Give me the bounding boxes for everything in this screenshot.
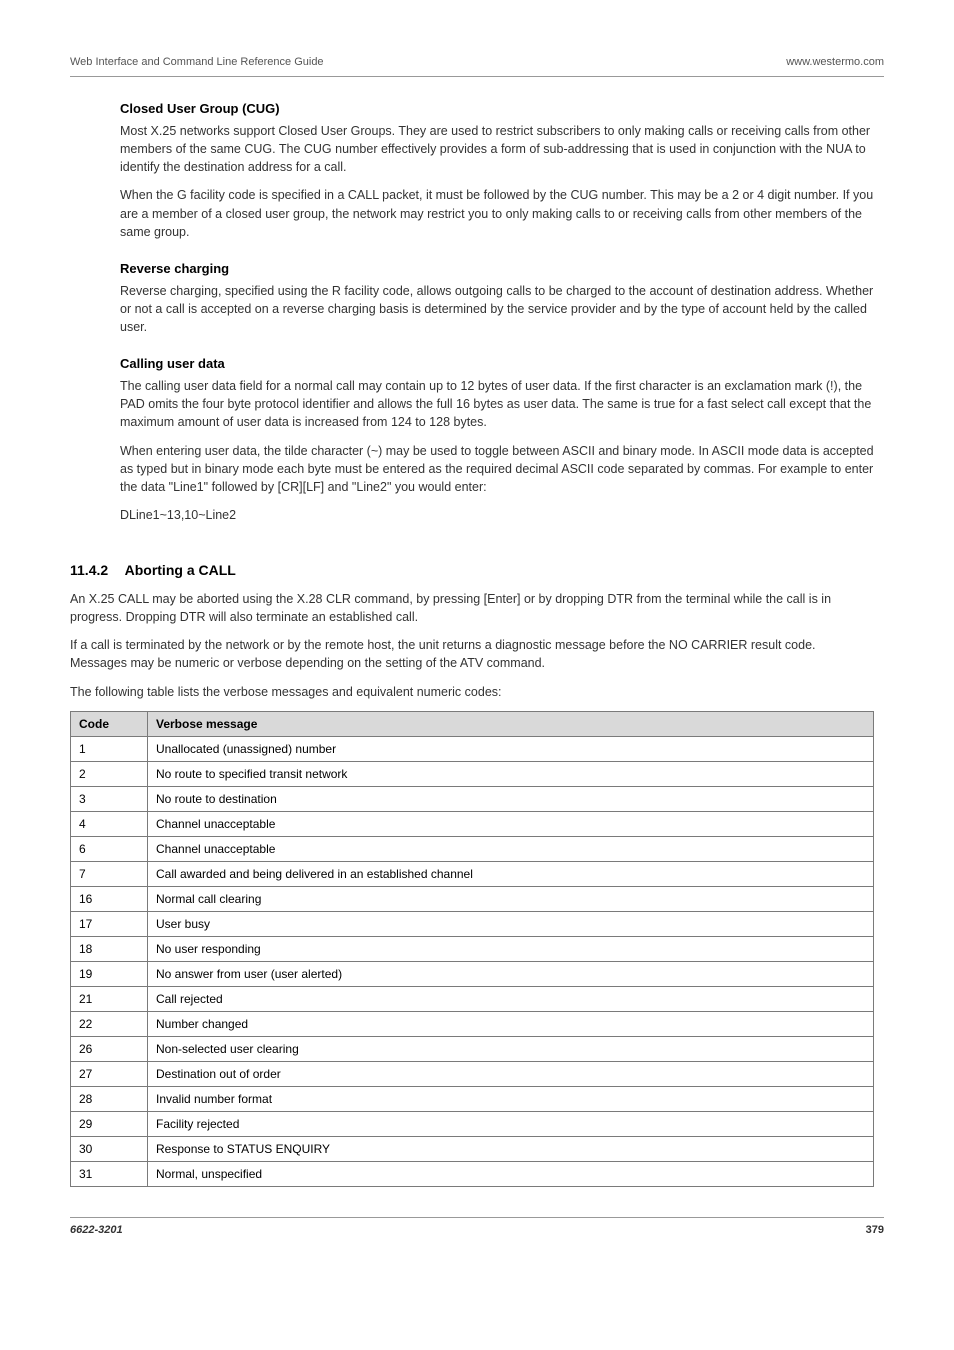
reverse-heading: Reverse charging [120,261,874,276]
code-cell: 16 [71,886,148,911]
table-row: 2No route to specified transit network [71,761,874,786]
aborting-p1: An X.25 CALL may be aborted using the X.… [70,590,874,626]
calling-p3: DLine1~13,10~Line2 [120,506,874,524]
message-cell: Channel unacceptable [148,811,874,836]
message-cell: Number changed [148,1011,874,1036]
code-cell: 3 [71,786,148,811]
message-cell: No route to destination [148,786,874,811]
section-title: Aborting a CALL [125,562,236,578]
message-cell: No route to specified transit network [148,761,874,786]
footer-right: 379 [866,1224,884,1236]
header-right: www.westermo.com [786,56,884,68]
cug-p1: Most X.25 networks support Closed User G… [120,122,874,176]
code-cell: 7 [71,861,148,886]
message-cell: User busy [148,911,874,936]
code-cell: 29 [71,1111,148,1136]
table-row: 7Call awarded and being delivered in an … [71,861,874,886]
col-code: Code [71,711,148,736]
code-cell: 17 [71,911,148,936]
footer-rule [70,1217,884,1218]
table-row: 4Channel unacceptable [71,811,874,836]
code-cell: 26 [71,1036,148,1061]
table-row: 26Non-selected user clearing [71,1036,874,1061]
table-row: 28Invalid number format [71,1086,874,1111]
table-row: 21Call rejected [71,986,874,1011]
section-heading: 11.4.2 Aborting a CALL [70,534,874,590]
code-cell: 31 [71,1161,148,1186]
header-rule [70,76,884,77]
code-cell: 2 [71,761,148,786]
calling-p1: The calling user data field for a normal… [120,377,874,431]
cug-p2: When the G facility code is specified in… [120,186,874,240]
codes-table: Code Verbose message 1Unallocated (unass… [70,711,874,1187]
code-cell: 19 [71,961,148,986]
message-cell: Destination out of order [148,1061,874,1086]
footer-left: 6622-3201 [70,1224,123,1236]
message-cell: Channel unacceptable [148,836,874,861]
code-cell: 21 [71,986,148,1011]
cug-heading: Closed User Group (CUG) [120,101,874,116]
table-row: 3No route to destination [71,786,874,811]
calling-heading: Calling user data [120,356,874,371]
message-cell: Response to STATUS ENQUIRY [148,1136,874,1161]
code-cell: 22 [71,1011,148,1036]
reverse-p1: Reverse charging, specified using the R … [120,282,874,336]
calling-p2: When entering user data, the tilde chara… [120,442,874,496]
code-cell: 6 [71,836,148,861]
table-row: 31Normal, unspecified [71,1161,874,1186]
message-cell: Non-selected user clearing [148,1036,874,1061]
message-cell: Call awarded and being delivered in an e… [148,861,874,886]
aborting-p3: The following table lists the verbose me… [70,683,874,701]
table-row: 27Destination out of order [71,1061,874,1086]
message-cell: No answer from user (user alerted) [148,961,874,986]
message-cell: Normal call clearing [148,886,874,911]
table-row: 30Response to STATUS ENQUIRY [71,1136,874,1161]
code-cell: 27 [71,1061,148,1086]
message-cell: Normal, unspecified [148,1161,874,1186]
page-footer: 6622-3201 379 [70,1224,884,1236]
table-row: 18No user responding [71,936,874,961]
table-row: 6Channel unacceptable [71,836,874,861]
table-row: 1Unallocated (unassigned) number [71,736,874,761]
code-cell: 18 [71,936,148,961]
code-cell: 28 [71,1086,148,1111]
col-message: Verbose message [148,711,874,736]
message-cell: Call rejected [148,986,874,1011]
aborting-p2: If a call is terminated by the network o… [70,636,874,672]
message-cell: Facility rejected [148,1111,874,1136]
code-cell: 1 [71,736,148,761]
header-left: Web Interface and Command Line Reference… [70,56,324,68]
message-cell: No user responding [148,936,874,961]
code-cell: 4 [71,811,148,836]
code-cell: 30 [71,1136,148,1161]
section-number: 11.4.2 [70,562,108,578]
table-row: 29Facility rejected [71,1111,874,1136]
table-row: 22Number changed [71,1011,874,1036]
page-header: Web Interface and Command Line Reference… [70,56,884,76]
table-row: 17User busy [71,911,874,936]
table-row: 19No answer from user (user alerted) [71,961,874,986]
table-row: 16Normal call clearing [71,886,874,911]
message-cell: Invalid number format [148,1086,874,1111]
message-cell: Unallocated (unassigned) number [148,736,874,761]
table-header-row: Code Verbose message [71,711,874,736]
